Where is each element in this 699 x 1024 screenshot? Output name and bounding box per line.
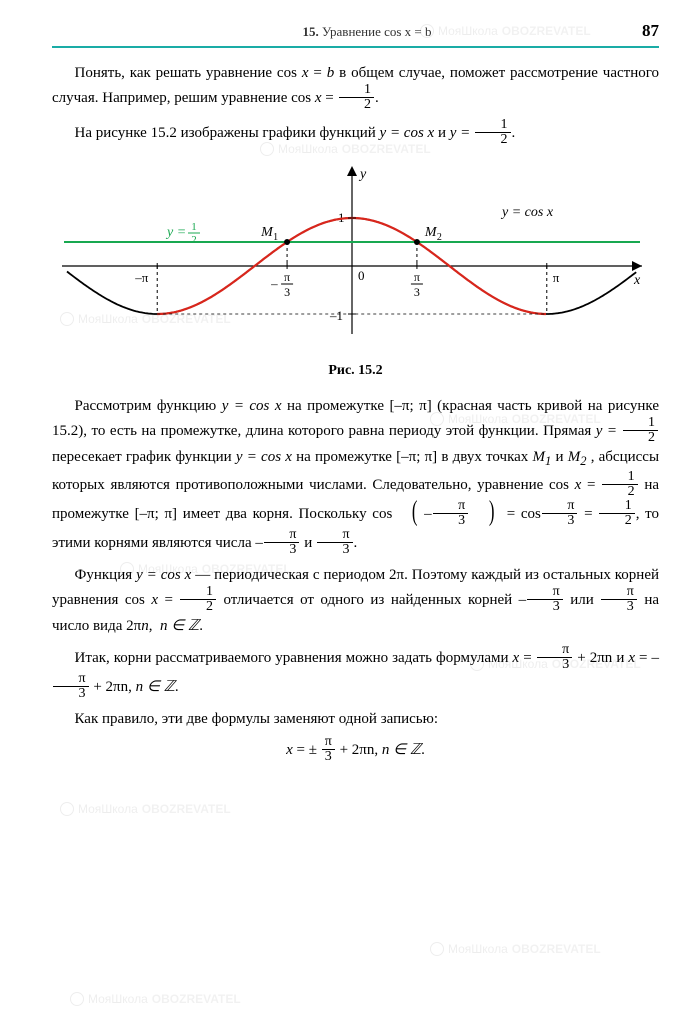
text: Функция: [75, 567, 137, 583]
svg-text:–π: –π: [134, 270, 149, 285]
math-expr: y = 1 2: [596, 423, 659, 439]
numerator: 1: [602, 470, 638, 485]
svg-text:x: x: [633, 273, 641, 288]
math-interval: [–π; π]: [389, 398, 431, 414]
math-expr: –π3: [255, 535, 304, 551]
paragraph-3: Рассмотрим функцию y = cos x на промежут…: [52, 395, 659, 558]
header-rule: [52, 46, 659, 48]
equation-cosx-half: cos x = 1 2 .: [291, 90, 379, 106]
text: Итак, корни рассматриваемого уравнения м…: [75, 650, 513, 666]
text: Понять, как решать уравнение cos: [75, 65, 297, 81]
paragraph-2: На рисунке 15.2 изображены графики функц…: [52, 119, 659, 148]
math-expr: x = π3 + 2πn: [513, 650, 617, 666]
section-title-text: Уравнение cos x = b: [322, 24, 432, 39]
math-expr: y = cos x: [136, 567, 191, 583]
caption-text: Рис. 15.2: [328, 363, 382, 378]
figure-caption: Рис. 15.2: [52, 360, 659, 381]
svg-text:π: π: [284, 270, 290, 284]
math-expr: y = cos x: [380, 125, 435, 141]
M1: M1: [533, 449, 552, 465]
text: y =: [596, 423, 617, 439]
svg-text:M: M: [260, 225, 274, 240]
text: и: [304, 535, 316, 551]
text: или: [570, 592, 600, 608]
svg-text:–: –: [270, 276, 278, 291]
fraction: 1 2: [623, 416, 659, 445]
math-expr: y = 1 2 .: [450, 125, 516, 141]
math-interval: [–π; π]: [396, 449, 437, 465]
denominator: 2: [475, 133, 511, 147]
math-var: x: [302, 65, 309, 81]
math-expr: n ∈ ℤ: [160, 618, 199, 634]
text: на промежутке: [296, 449, 396, 465]
math-expr: π3: [600, 592, 644, 608]
M2: M2: [568, 449, 587, 465]
final-formula: x = ± π3 + 2πn, n ∈ ℤ.: [52, 736, 659, 765]
watermark: МояШкола OBOZREVATEL: [60, 800, 231, 818]
svg-text:3: 3: [414, 285, 420, 299]
svg-text:y = cos x: y = cos x: [500, 205, 554, 220]
text: y =: [450, 125, 471, 141]
denominator: 2: [602, 485, 638, 499]
svg-text:3: 3: [284, 285, 290, 299]
text: и: [616, 650, 628, 666]
svg-text:y: y: [358, 167, 367, 182]
figure-15-2: yx01–1y = 12y = cos xM1M2–π3π3–ππ: [52, 156, 659, 354]
math-expr: y = cos x: [236, 449, 292, 465]
text: на промежутке: [287, 398, 389, 414]
svg-text:2: 2: [437, 232, 442, 243]
section-title: 15. Уравнение cos x = b: [92, 22, 642, 42]
text: На рисунке 15.2 изображены графики функц…: [75, 125, 380, 141]
denominator: 2: [339, 98, 375, 112]
math-expr: π3.: [316, 535, 357, 551]
math-interval: [–π; π]: [135, 506, 177, 522]
math-expr: y = cos x: [222, 398, 282, 414]
math-expr: –π3: [519, 592, 571, 608]
paragraph-5: Итак, корни рассматриваемого уравнения м…: [52, 644, 659, 702]
svg-text:2: 2: [191, 234, 197, 246]
math-var: n: [141, 618, 149, 634]
svg-text:M: M: [424, 225, 438, 240]
paragraph-4: Функция y = cos x — периодическая с пери…: [52, 564, 659, 638]
denominator: 2: [623, 431, 659, 445]
svg-text:1: 1: [273, 232, 278, 243]
numerator: 1: [623, 416, 659, 431]
numerator: 1: [339, 83, 375, 98]
text: и: [438, 125, 450, 141]
text: отличается от одного из найденных корней: [223, 592, 518, 608]
page-header: 15. Уравнение cos x = b 87: [52, 18, 659, 44]
watermark: МояШкола OBOZREVATEL: [430, 940, 601, 958]
text: имеет два корня. Поскольку: [183, 506, 373, 522]
page-number: 87: [642, 18, 659, 44]
math-expr: cos x = 12: [125, 592, 224, 608]
math-var: b: [327, 65, 335, 81]
svg-text:π: π: [553, 270, 560, 285]
text: Рассмотрим функцию: [75, 398, 222, 414]
svg-text:–1: –1: [329, 308, 343, 323]
text: в двух точках: [441, 449, 532, 465]
cos-chart-svg: yx01–1y = 12y = cos xM1M2–π3π3–ππ: [52, 156, 652, 346]
paragraph-1: Понять, как решать уравнение cos x = b в…: [52, 62, 659, 114]
svg-text:y =: y =: [165, 225, 186, 240]
math-expr: cos(–π3) = cosπ3 = 12,: [372, 506, 645, 522]
section-num: 15.: [302, 24, 318, 39]
math-expr: cos x = 1 2: [549, 477, 644, 493]
text: и: [555, 449, 567, 465]
fraction: 1 2: [602, 470, 638, 499]
svg-text:π: π: [414, 270, 420, 284]
fraction: 1 2: [475, 118, 511, 147]
svg-text:0: 0: [358, 268, 365, 283]
svg-text:1: 1: [191, 221, 197, 233]
paragraph-6: Как правило, эти две формулы заменяют од…: [52, 708, 659, 731]
text: пересекает график функции: [52, 449, 236, 465]
fraction: 1 2: [339, 83, 375, 112]
watermark: МояШкола OBOZREVATEL: [70, 990, 241, 1008]
numerator: 1: [475, 118, 511, 133]
